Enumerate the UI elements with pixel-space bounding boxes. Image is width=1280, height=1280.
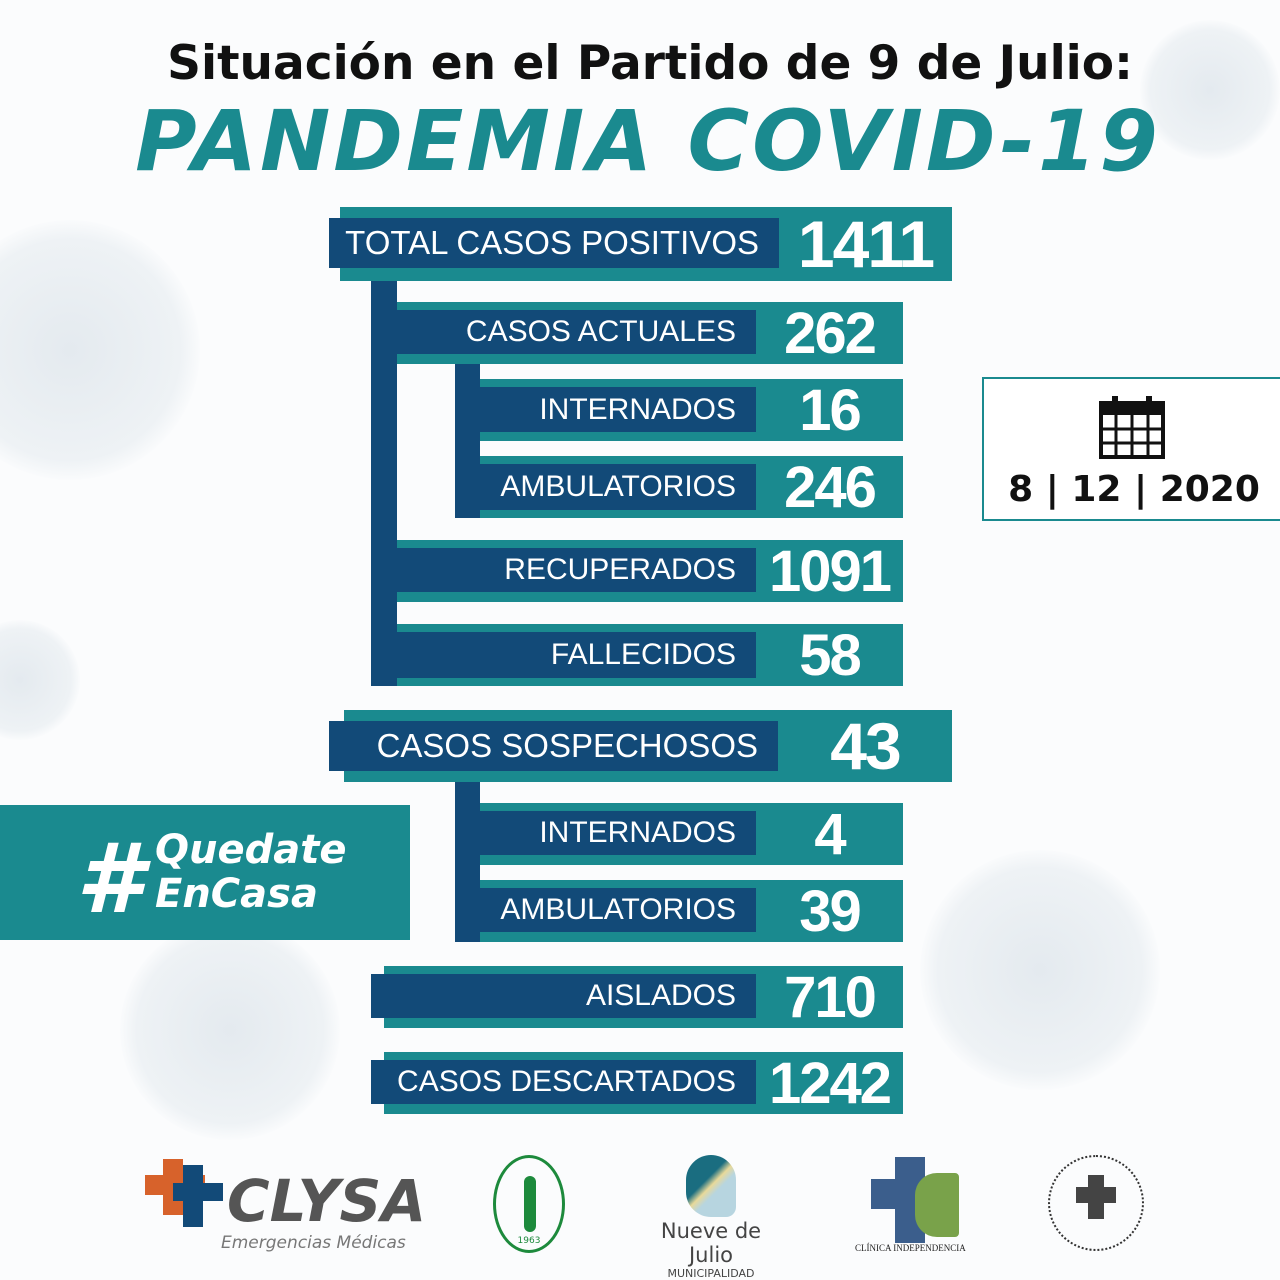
hashtag: # — [76, 823, 143, 935]
stat-value: 262 — [784, 300, 877, 366]
virus-decoration — [120, 920, 340, 1140]
quedate-encasa-banner: # Quedate EnCasa — [0, 805, 410, 940]
calendar-icon — [1099, 396, 1165, 459]
stat-label: INTERNADOS — [480, 387, 756, 432]
connector — [371, 260, 397, 686]
campaign-line1: Quedate — [155, 827, 347, 873]
stat-label: AISLADOS — [371, 974, 756, 1018]
virus-decoration — [0, 220, 200, 480]
stat-label: CASOS SOSPECHOSOS — [329, 721, 778, 771]
clysa-logo: CLYSA Emergencias Médicas — [135, 1155, 426, 1255]
stat-label: CASOS ACTUALES — [397, 310, 756, 354]
seal-logo — [1048, 1155, 1144, 1255]
stat-value: 1411 — [797, 207, 935, 281]
stat-label: RECUPERADOS — [371, 548, 756, 592]
circulo-medico-logo: 1963 — [493, 1155, 565, 1255]
stat-label: INTERNADOS — [455, 811, 756, 855]
stat-value: 16 — [799, 377, 862, 443]
virus-decoration — [0, 620, 80, 740]
stat-label: CASOS DESCARTADOS — [371, 1060, 756, 1104]
stat-value: 43 — [830, 709, 901, 783]
virus-decoration — [920, 850, 1160, 1090]
stat-value: 246 — [784, 454, 877, 520]
virus-decoration — [1140, 20, 1280, 160]
stat-label: FALLECIDOS — [371, 632, 756, 678]
stat-value: 710 — [784, 964, 877, 1030]
stat-value: 58 — [799, 622, 862, 688]
stat-value: 4 — [814, 801, 846, 867]
page-title: Situación en el Partido de 9 de Julio: — [167, 36, 1133, 91]
stat-value: 39 — [799, 878, 862, 944]
campaign-line2: EnCasa — [155, 871, 318, 917]
stat-label: AMBULATORIOS — [455, 888, 756, 932]
date-text: 8 | 12 | 2020 — [1008, 469, 1260, 510]
stat-value: 1091 — [768, 538, 892, 604]
clinica-independencia-logo: CLÍNICA INDEPENDENCIA — [855, 1155, 975, 1255]
date-box: 8 | 12 | 2020 — [982, 377, 1280, 521]
nueve-de-julio-logo: Nueve de Julio MUNICIPALIDAD — [636, 1155, 786, 1280]
page-subtitle: PANDEMIA COVID-19 — [135, 92, 1161, 190]
stat-value: 1242 — [768, 1050, 892, 1116]
stat-label: TOTAL CASOS POSITIVOS — [329, 218, 779, 268]
stat-label: AMBULATORIOS — [455, 464, 756, 510]
